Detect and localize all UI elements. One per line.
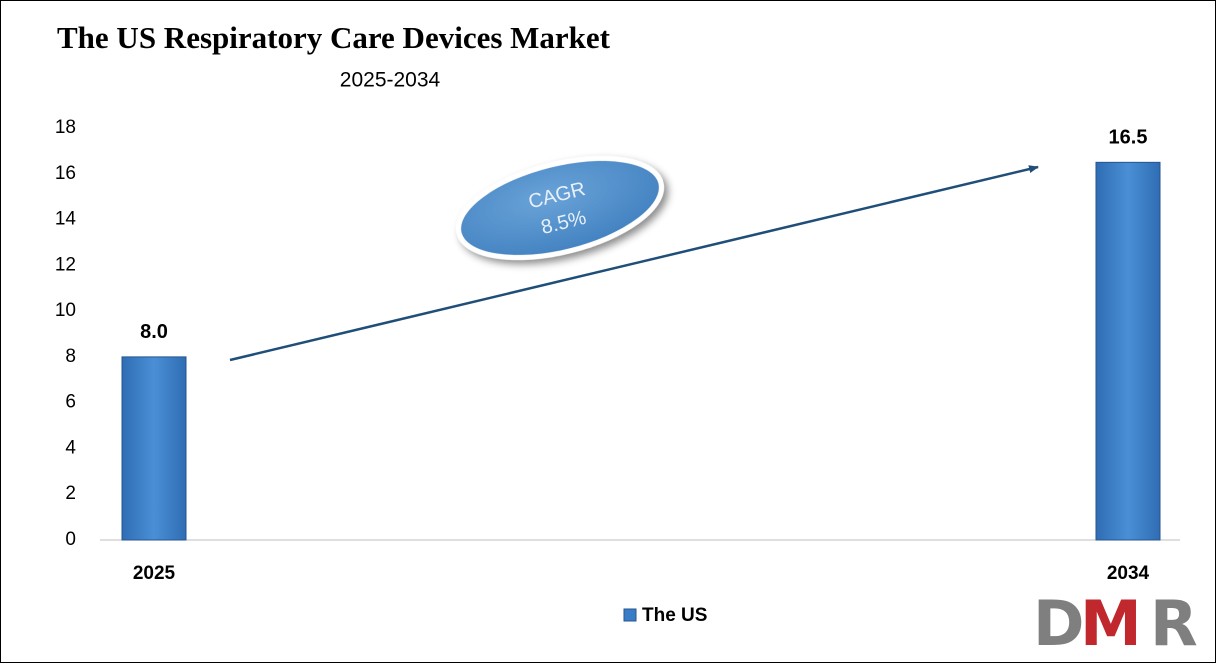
bar xyxy=(121,356,187,541)
x-tick-label: 2025 xyxy=(133,563,176,584)
logo-letter: R xyxy=(1150,587,1198,660)
y-tick-label: 0 xyxy=(65,529,76,550)
chart-subtitle: 2025-2034 xyxy=(340,69,441,92)
cagr-ellipse xyxy=(456,155,664,261)
y-tick-label: 16 xyxy=(55,163,76,184)
y-tick-label: 18 xyxy=(55,117,76,138)
y-tick-label: 12 xyxy=(55,254,76,275)
legend-swatch xyxy=(623,608,637,622)
y-tick-label: 10 xyxy=(55,300,76,321)
logo: D M R xyxy=(1033,587,1198,660)
value-label: 16.5 xyxy=(1109,127,1148,149)
trend-arrow xyxy=(229,165,1039,362)
y-tick-label: 8 xyxy=(65,346,76,367)
logo-letter: M xyxy=(1080,587,1142,660)
y-tick-label: 4 xyxy=(65,437,76,458)
y-tick-label: 14 xyxy=(55,209,77,230)
y-tick-label: 2 xyxy=(65,483,76,504)
cagr-badge: CAGR 8.5% xyxy=(456,155,664,261)
x-tick-label: 2034 xyxy=(1107,563,1150,584)
value-label: 8.0 xyxy=(140,321,168,343)
y-tick-label: 6 xyxy=(65,392,76,413)
bar xyxy=(1095,161,1161,541)
chart-title: The US Respiratory Care Devices Market xyxy=(57,20,611,55)
logo-letter: D xyxy=(1033,587,1084,660)
legend-label: The US xyxy=(642,605,707,626)
